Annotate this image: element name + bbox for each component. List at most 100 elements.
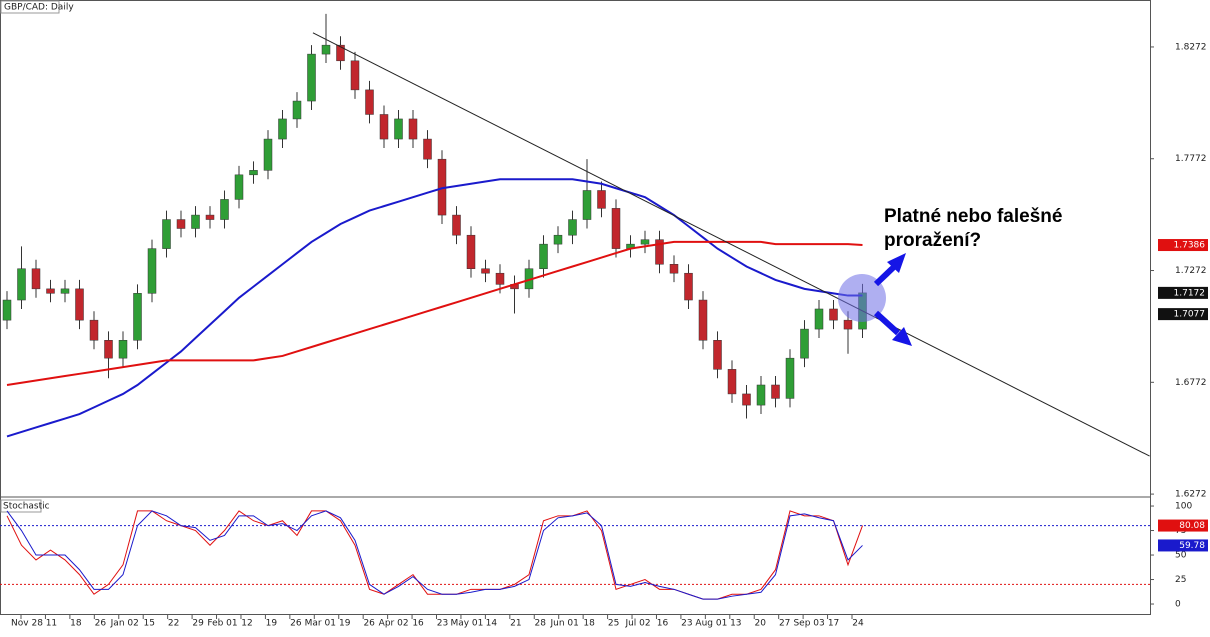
candle-body (843, 319, 853, 330)
x-tick-label: 23 (437, 619, 448, 629)
candle-body (785, 357, 795, 399)
x-tick-label: Jul 02 (624, 619, 650, 629)
candle-body (466, 234, 476, 269)
candle-body (800, 328, 809, 359)
candle-body (147, 248, 157, 294)
price-tag (1158, 286, 1208, 299)
candle-body (2, 299, 12, 321)
x-tick-label: Feb 01 (207, 619, 237, 629)
candle-body (698, 299, 708, 341)
candle-body (495, 272, 505, 285)
candle-body (89, 319, 99, 341)
candle-body (756, 384, 766, 406)
y-tick-label: 0 (1175, 600, 1181, 610)
candle-body (17, 268, 26, 301)
candle-body (321, 44, 331, 55)
x-tick-label: 26 (95, 619, 107, 629)
candle-body (713, 340, 722, 370)
candle-body (31, 268, 41, 290)
candle-body (220, 199, 229, 220)
y-tick-label: 25 (1175, 575, 1186, 585)
candle-body (379, 114, 389, 140)
candle-body (118, 340, 128, 359)
candle-body (727, 369, 737, 395)
candle-body (640, 239, 650, 245)
price-tag (1158, 519, 1208, 532)
arrows (873, 253, 912, 346)
candle-body (829, 308, 838, 321)
annotation: Platné nebo falešné (884, 206, 1062, 227)
x-tick-label: Apr 02 (379, 619, 409, 629)
x-tick-label: 20 (755, 619, 767, 629)
candle-body (568, 219, 577, 236)
moving-average (6, 240, 863, 386)
x-tick-label: Mar 01 (305, 619, 336, 629)
arrow-up (873, 262, 899, 287)
candle-body (539, 243, 548, 269)
candle-body (771, 384, 780, 399)
x-tick-label: 19 (266, 619, 278, 629)
x-tick-label: 18 (70, 619, 82, 629)
candle-body (597, 190, 606, 209)
x-tick-label: 26 (290, 619, 302, 629)
x-tick-label: 21 (510, 619, 521, 629)
candle-body (582, 190, 592, 220)
price-tag-label: 1.7077 (1174, 310, 1206, 320)
arrow-down (873, 310, 901, 336)
y-tick-label: 1.8272 (1175, 42, 1207, 52)
candle-body (452, 214, 461, 236)
x-tick-label: 28 (535, 619, 547, 629)
candle-body (263, 138, 273, 171)
x-tick-label: 19 (339, 619, 351, 629)
candle-body (350, 60, 360, 91)
candle-body (176, 219, 186, 229)
x-tick-label: 12 (241, 619, 252, 629)
candle-body (60, 288, 70, 294)
arrow-head (887, 253, 906, 273)
candle-body (191, 214, 200, 229)
candle-body (553, 234, 563, 245)
price-tag-label: 59.78 (1179, 541, 1205, 551)
x-tick-label: 11 (46, 619, 57, 629)
x-tick-label: 16 (412, 619, 424, 629)
candle-body (307, 53, 316, 102)
y-tick-label: 1.6772 (1175, 378, 1207, 388)
candle-body (365, 89, 374, 115)
x-tick-label: 25 (608, 619, 619, 629)
x-tick-label: Jun 01 (550, 619, 579, 629)
price-tag (1158, 539, 1208, 552)
highlight-circle (838, 274, 886, 322)
x-tick-label: 29 (192, 619, 204, 629)
y-tick-label: 50 (1175, 551, 1187, 561)
candle-body (611, 208, 621, 249)
candle-body (423, 138, 432, 160)
x-tick-label: Sep 03 (793, 619, 824, 629)
y-tick-label: 1.7272 (1175, 266, 1207, 276)
chart-title: GBP/CAD: Daily (4, 3, 74, 13)
x-tick-label: 26 (363, 619, 375, 629)
candle-body (133, 293, 142, 341)
candle-body (292, 100, 302, 120)
candle-body (684, 272, 693, 301)
annotation: proražení? (884, 230, 981, 251)
price-tag-label: 1.7172 (1174, 288, 1206, 298)
x-tick-label: Aug 01 (695, 619, 727, 629)
candle-body (249, 170, 258, 176)
candle-body (205, 214, 215, 220)
candle-body (814, 308, 824, 330)
x-tick-label: 14 (486, 619, 498, 629)
x-tick-label: Jan 02 (110, 619, 139, 629)
y-tick-label: 1.6272 (1175, 490, 1207, 500)
x-tick-label: 15 (143, 619, 154, 629)
y-tick-label: 1.7772 (1175, 154, 1207, 164)
plot-frame (0, 0, 1151, 615)
candle-body (104, 340, 113, 359)
x-tick-label: 24 (852, 619, 864, 629)
candle-body (655, 239, 664, 265)
x-tick-label: 18 (583, 619, 595, 629)
x-tick-label: 13 (730, 619, 741, 629)
price-tag (1158, 308, 1208, 321)
price-tag-label: 1.7386 (1174, 241, 1206, 251)
candle-body (481, 268, 490, 274)
